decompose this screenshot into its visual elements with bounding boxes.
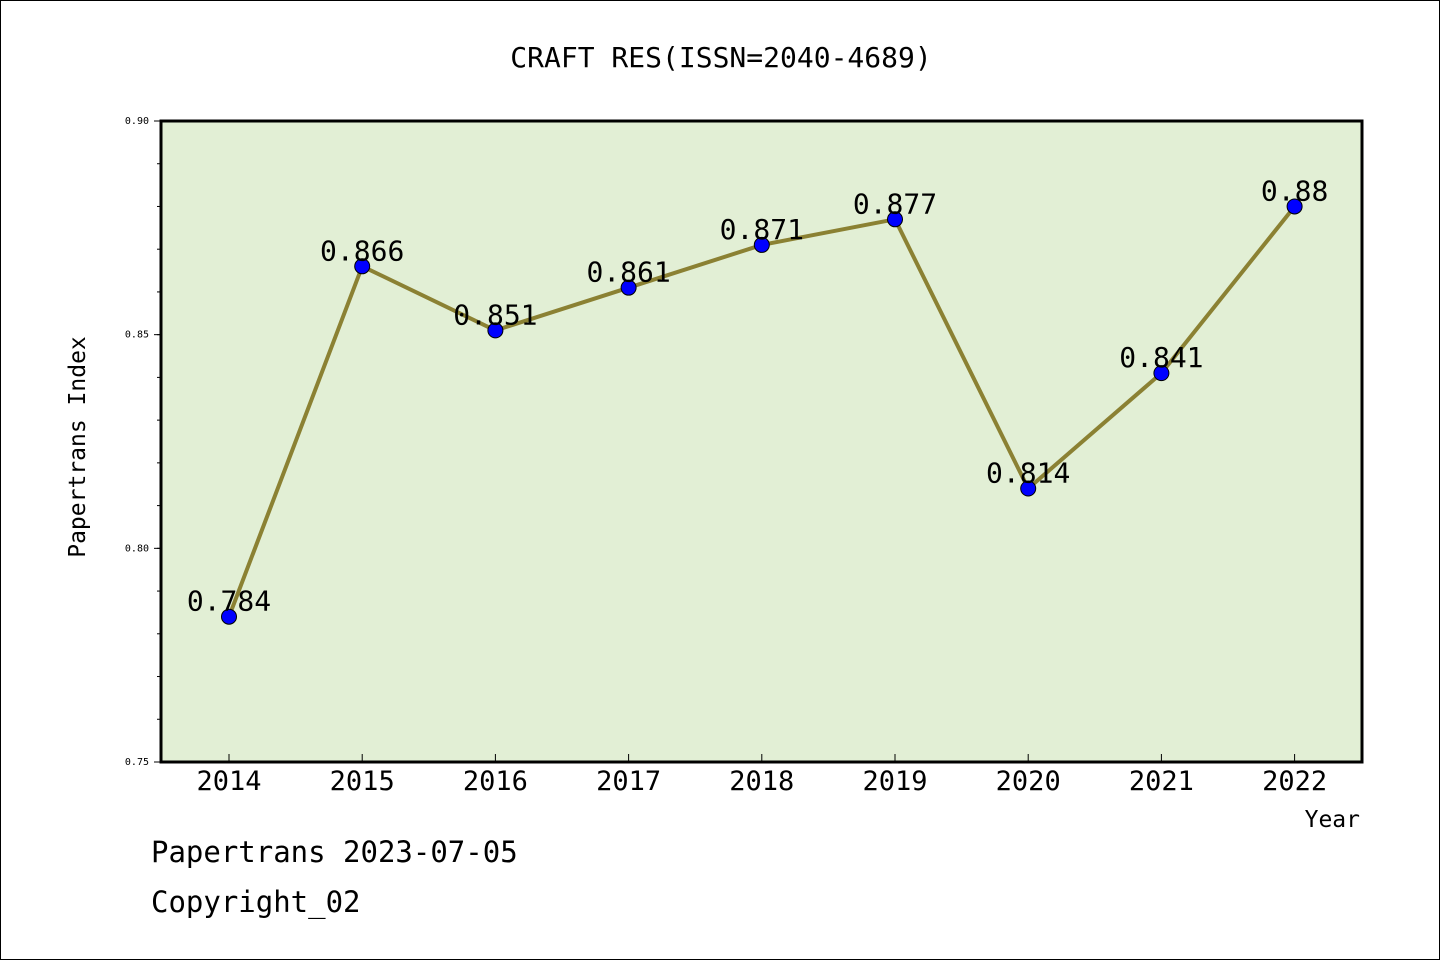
data-label: 0.877 [853, 187, 937, 220]
chart-title: CRAFT RES(ISSN=2040-4689) [510, 41, 931, 74]
x-axis-ticks: 2014 2015 2016 2017 2018 2019 2020 2021 2022 [196, 754, 1327, 797]
data-point-marker [1153, 365, 1170, 382]
data-label: 0.851 [453, 298, 537, 331]
y-axis-label: Papertrans Index [65, 336, 91, 558]
x-tick-label: 2015 [330, 766, 395, 797]
x-axis-label: Year [1305, 807, 1360, 833]
data-label: 0.88 [1261, 174, 1328, 207]
y-tick-label: 0.90 [125, 116, 149, 127]
x-tick-label: 2016 [463, 766, 528, 797]
data-point-marker [1286, 198, 1303, 215]
series-layer: 0.784 0.866 0.851 0.861 0.871 0.877 0.814 0.841… [187, 174, 1328, 625]
data-label: 0.866 [320, 234, 404, 267]
x-tick-label: 2014 [196, 766, 261, 797]
data-label: 0.814 [986, 457, 1070, 490]
data-point-marker [620, 279, 637, 296]
x-tick-label: 2019 [862, 766, 927, 797]
data-point-marker [887, 211, 903, 228]
x-tick-label: 2017 [596, 766, 661, 797]
y-tick-label: 0.80 [125, 543, 149, 554]
y-tick-label: 0.75 [125, 757, 149, 768]
data-point-marker [221, 608, 237, 625]
x-tick-label: 2022 [1262, 766, 1327, 797]
data-point-marker [1020, 480, 1037, 497]
data-label: 0.871 [720, 213, 804, 246]
data-label: 0.784 [187, 585, 271, 618]
plot-area [159, 119, 1364, 764]
y-axis-ticks: 0.75 0.80 0.85 0.90 [125, 116, 161, 768]
x-tick-label: 2020 [996, 766, 1061, 797]
x-tick-label: 2018 [729, 766, 794, 797]
y-tick-label: 0.85 [125, 330, 149, 341]
data-label: 0.841 [1119, 341, 1203, 374]
footer-date: Papertrans 2023-07-05 [151, 835, 518, 869]
data-point-marker [354, 258, 371, 275]
data-point-marker [753, 236, 770, 253]
data-label: 0.861 [586, 256, 670, 289]
data-point-marker [487, 322, 504, 339]
x-tick-label: 2021 [1129, 766, 1194, 797]
footer-copyright: Copyright_02 [151, 885, 361, 919]
